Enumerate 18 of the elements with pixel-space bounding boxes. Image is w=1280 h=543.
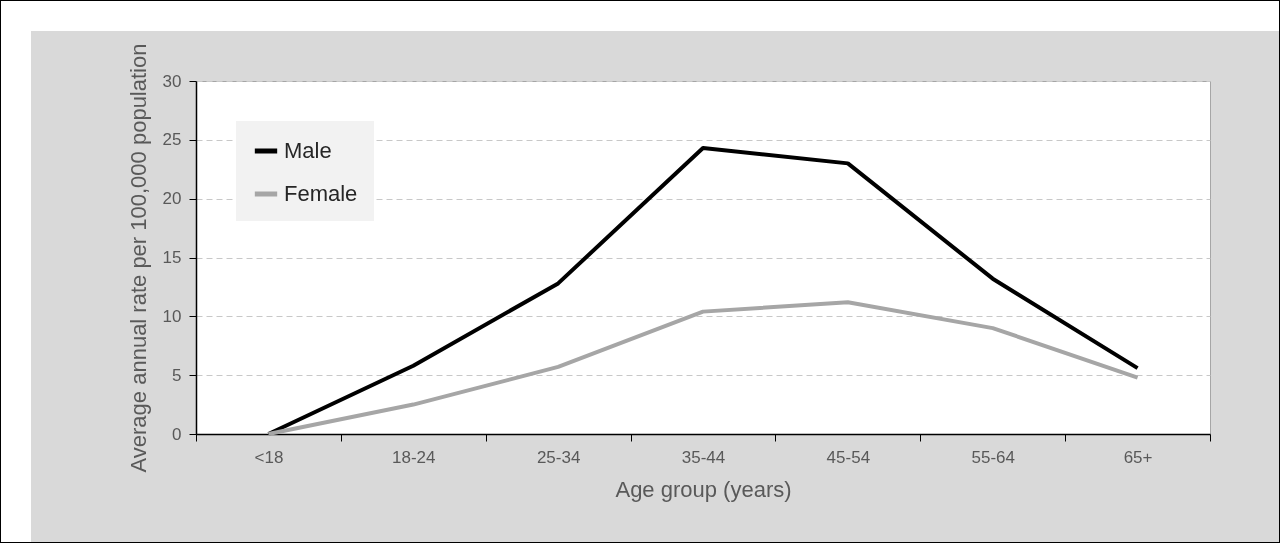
- x-tick-label: 35-44: [681, 447, 726, 467]
- y-tick-label: 20: [162, 189, 182, 209]
- x-tick-label: 45-54: [826, 447, 871, 467]
- legend-label: Female: [284, 181, 358, 206]
- x-tick-label: 25-34: [536, 447, 581, 467]
- x-tick-label: 55-64: [971, 447, 1015, 467]
- y-tick-label: 0: [172, 424, 182, 444]
- y-tick-label: 15: [162, 248, 182, 267]
- legend-label: Male: [284, 138, 332, 163]
- y-tick-label: 25: [162, 130, 182, 150]
- x-tick-label: 18-24: [392, 447, 436, 467]
- x-tick-label: <18: [254, 447, 284, 467]
- y-tick-label: 10: [162, 306, 182, 326]
- y-tick-label: 30: [162, 71, 182, 91]
- x-axis-title: Age group (years): [615, 476, 792, 502]
- y-tick-label: 5: [172, 365, 182, 385]
- x-tick-label: 65+: [1123, 447, 1153, 467]
- y-axis-title: Average annual rate per 100,000 population: [125, 43, 151, 473]
